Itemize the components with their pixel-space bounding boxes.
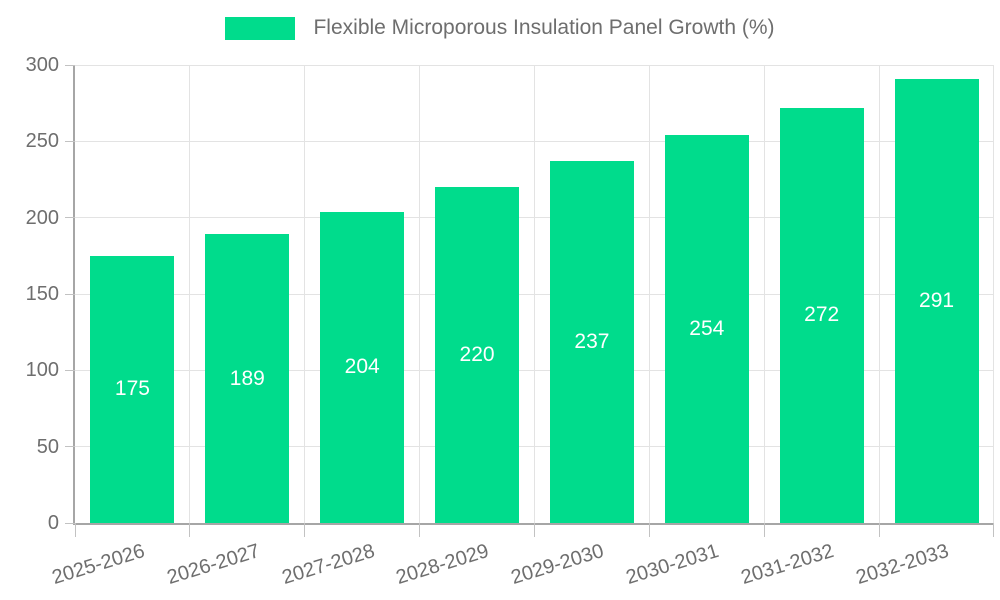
bar[interactable]: 220 — [435, 187, 520, 523]
y-axis-tick — [65, 369, 75, 371]
x-gridline — [763, 65, 765, 523]
y-axis-label: 0 — [47, 512, 59, 534]
y-axis-tick — [65, 522, 75, 524]
x-axis-tick — [878, 523, 880, 537]
bar[interactable]: 272 — [779, 107, 864, 523]
x-axis-label: 2031-2032 — [738, 539, 837, 589]
y-axis-label: 200 — [25, 206, 59, 229]
x-axis-tick — [419, 523, 421, 537]
bar-value-label: 189 — [229, 366, 265, 390]
bar-value-label: 254 — [689, 317, 725, 341]
bar[interactable]: 204 — [320, 211, 405, 523]
bar-value-label: 237 — [574, 330, 610, 354]
x-axis-label: 2028-2029 — [393, 539, 492, 589]
y-axis-label: 150 — [25, 283, 59, 305]
bar[interactable]: 291 — [894, 78, 979, 523]
x-axis-tick — [304, 523, 306, 537]
y-axis-tick — [65, 446, 75, 448]
x-axis-label: 2030-2031 — [623, 539, 722, 589]
y-axis-label: 50 — [36, 435, 59, 458]
x-axis-tick — [74, 523, 76, 537]
legend-swatch — [225, 16, 296, 40]
bar-value-label: 220 — [459, 343, 495, 367]
bar-value-label: 272 — [804, 303, 840, 327]
x-axis-label: 2025-2026 — [49, 539, 148, 589]
x-axis-tick — [763, 523, 765, 537]
x-gridline — [189, 65, 191, 523]
x-axis-label: 2026-2027 — [164, 539, 263, 589]
legend-label: Flexible Microporous Insulation Panel Gr… — [313, 16, 775, 39]
bar[interactable]: 175 — [90, 255, 175, 523]
y-axis-label: 250 — [25, 130, 59, 153]
x-axis-label: 2032-2033 — [853, 539, 952, 589]
bar-value-label: 291 — [919, 288, 955, 312]
x-gridline — [648, 65, 650, 523]
x-axis-label: 2029-2030 — [508, 539, 607, 589]
bar-value-label: 204 — [344, 355, 380, 379]
y-axis-label: 100 — [25, 359, 59, 382]
x-gridline — [992, 65, 994, 523]
x-axis-tick — [648, 523, 650, 537]
bar[interactable]: 189 — [205, 234, 290, 523]
y-axis-tick — [65, 217, 75, 219]
y-axis-tick — [65, 64, 75, 66]
x-axis-tick — [189, 523, 191, 537]
bar[interactable]: 254 — [664, 135, 749, 523]
y-axis-tick — [65, 293, 75, 295]
x-gridline — [878, 65, 880, 523]
y-axis-tick — [65, 140, 75, 142]
x-gridline — [419, 65, 421, 523]
chart-legend[interactable]: Flexible Microporous Insulation Panel Gr… — [0, 16, 1000, 40]
bar[interactable]: 237 — [549, 161, 634, 523]
x-axis-tick — [534, 523, 535, 537]
x-axis-tick — [992, 523, 994, 537]
plot-area: 0 50 100 150 200 250 300 175 2025-2026 189 2026-20… — [26, 54, 994, 589]
x-gridline — [534, 65, 535, 523]
bar-value-label: 175 — [114, 377, 150, 401]
x-gridline — [304, 65, 306, 523]
x-axis-label: 2027-2028 — [279, 539, 377, 589]
y-axis-label: 300 — [25, 54, 59, 76]
